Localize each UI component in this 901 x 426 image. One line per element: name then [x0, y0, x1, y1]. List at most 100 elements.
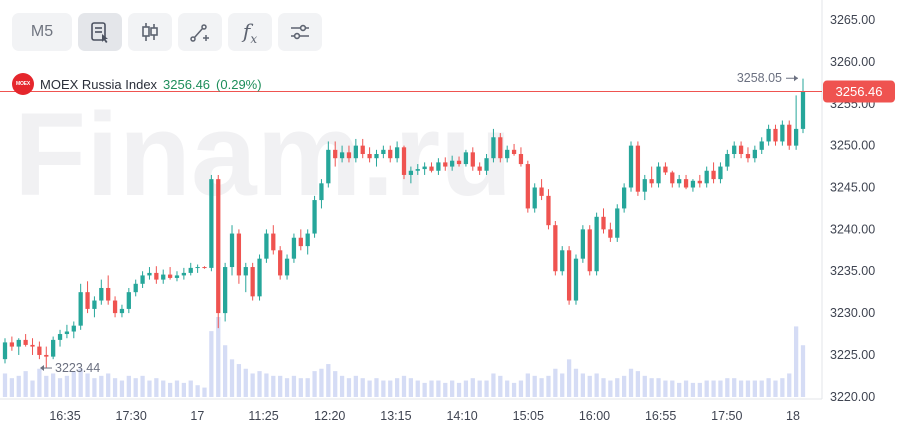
candle-body [635, 145, 641, 192]
candle-body [229, 233, 235, 268]
candle-body [174, 275, 180, 278]
volume-bar [71, 371, 76, 397]
volume-bar [161, 380, 166, 397]
order-book-button[interactable] [78, 13, 122, 51]
volume-bar [793, 326, 799, 397]
volume-bar [773, 380, 778, 397]
volume-bar [37, 368, 42, 397]
volume-bar [85, 373, 90, 397]
volume-bar [525, 373, 530, 397]
candle-body [683, 179, 689, 188]
x-tick-label: 14:10 [446, 409, 477, 423]
candle-body [51, 339, 56, 357]
candle-body [690, 180, 696, 188]
candle-body [326, 149, 331, 184]
candle-body [346, 152, 352, 159]
volume-bar [236, 364, 242, 397]
candle-body [484, 158, 489, 171]
high-price-arrowhead [794, 75, 798, 82]
volume-bar [250, 373, 255, 397]
x-tick-label: 13:15 [380, 409, 411, 423]
candle-body [608, 229, 613, 238]
volume-bar [649, 378, 654, 397]
volume-bar [436, 380, 441, 397]
candle-body [532, 187, 537, 209]
volume-bar [491, 373, 496, 397]
candle-body [23, 339, 28, 345]
candle-body [92, 300, 97, 309]
volume-bar [326, 364, 331, 397]
trend-line-icon [190, 24, 209, 42]
indicators-button[interactable]: fx [228, 13, 272, 51]
candle-body [615, 208, 620, 238]
interval-button[interactable]: M5 [12, 13, 72, 51]
candle-body [381, 149, 386, 155]
volume-bar [766, 378, 771, 397]
volume-bar [339, 375, 345, 397]
volume-bar [216, 317, 221, 397]
volume-bar [271, 375, 276, 397]
volume-bar [642, 375, 647, 397]
volume-bar [539, 378, 544, 397]
candle-body [718, 166, 723, 180]
candle-body [112, 300, 118, 314]
volume-bar [738, 380, 744, 397]
volume-bar [587, 375, 592, 397]
y-tick-label: 3260.00 [830, 55, 875, 69]
candle-body [649, 179, 654, 184]
volume-bar [374, 378, 379, 397]
candle-body [312, 200, 317, 234]
volume-bar [9, 378, 15, 397]
candle-body [408, 170, 414, 175]
candle-body [566, 250, 572, 301]
x-tick-label: 12:20 [314, 409, 345, 423]
candle-body [394, 147, 400, 159]
high-price-label: 3258.05 [737, 71, 782, 85]
settings-sliders-icon [291, 24, 309, 40]
candle-body [752, 149, 757, 159]
candle-body [511, 149, 517, 155]
volume-bar [78, 368, 83, 397]
instrument-legend: MOEX MOEX Russia Index 3256.46 (0.29%) [12, 73, 262, 95]
volume-bar [622, 375, 627, 397]
volume-bar [57, 378, 63, 397]
volume-bar [264, 373, 269, 397]
candle-body [670, 172, 675, 184]
candles-button[interactable] [128, 13, 172, 51]
x-tick-label: 18 [786, 409, 800, 423]
candle-body [57, 334, 63, 340]
trend-line-button[interactable] [178, 13, 222, 51]
volume-bar [360, 378, 365, 397]
volume-bar [670, 380, 675, 397]
candle-body [305, 233, 310, 247]
volume-bar [92, 378, 97, 397]
moex-logo: MOEX [12, 73, 34, 95]
volume-bar [518, 380, 524, 397]
volume-bar [119, 380, 125, 397]
volume-bar [505, 380, 510, 397]
volume-bar [477, 380, 482, 397]
volume-bar [147, 380, 152, 397]
settings-button[interactable] [278, 13, 322, 51]
volume-bar [511, 382, 517, 397]
x-tick-label: 17:50 [711, 409, 742, 423]
instrument-change: (0.29%) [216, 76, 262, 92]
volume-bar [580, 373, 585, 397]
watermark-text: Finam.ru [14, 89, 512, 221]
candle-body [450, 160, 455, 167]
volume-bar [498, 375, 503, 397]
candle-body [133, 283, 138, 293]
candle-body [738, 145, 744, 155]
candle-body [773, 128, 778, 142]
instrument-name: MOEX Russia Index [40, 76, 158, 92]
candle-body [85, 292, 90, 309]
volume-bar [195, 385, 200, 397]
volume-bar [615, 378, 620, 397]
volume-bar [346, 378, 352, 397]
volume-bar [388, 380, 393, 397]
volume-bar [443, 382, 448, 397]
current-price-label: 3256.46 [836, 84, 883, 99]
volume-bar [209, 331, 214, 397]
volume-bar [635, 371, 641, 397]
